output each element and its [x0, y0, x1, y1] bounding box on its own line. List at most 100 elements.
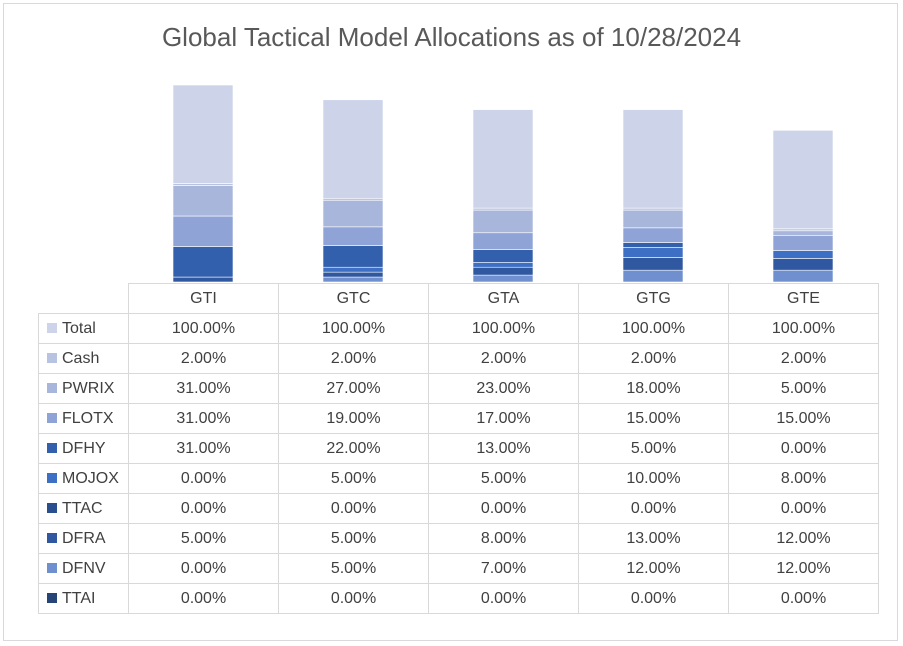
- bar-total-gte: [772, 130, 834, 230]
- table-row: FLOTX 31.00% 19.00% 17.00% 15.00% 15.00%: [38, 403, 879, 434]
- bar-flotx-gta: [472, 232, 534, 250]
- legend-swatch: [47, 352, 57, 363]
- bar-dfra-gtg: [622, 257, 684, 271]
- data-label-dfnv-gtg: 12.00%: [578, 553, 729, 584]
- bar-pwrix-gte: [772, 230, 834, 237]
- legend-swatch: [47, 412, 57, 423]
- data-label-total-gte: 100.00%: [728, 313, 879, 344]
- bar-dfnv-gtg: [622, 269, 684, 283]
- legend-swatch: [47, 502, 57, 513]
- bar-dfhy-gtg: [622, 242, 684, 248]
- bar-flotx-gti: [172, 215, 234, 247]
- data-label-total-gti: 100.00%: [128, 313, 279, 344]
- bar-mojox-gta: [472, 261, 534, 268]
- data-label-ttai-gtg: 0.00%: [578, 583, 729, 614]
- bar-dfra-gti: [172, 276, 234, 283]
- bar-dfra-gtc: [322, 271, 384, 278]
- table-row: TTAC 0.00% 0.00% 0.00% 0.00% 0.00%: [38, 493, 879, 524]
- legend-swatch: [47, 382, 57, 393]
- bar-dfra-gte: [772, 258, 834, 271]
- category-label-gte: GTE: [728, 283, 879, 314]
- bar-mojox-gtg: [622, 247, 684, 258]
- data-label-ttac-gte: 0.00%: [728, 493, 879, 524]
- category-label-gti: GTI: [128, 283, 279, 314]
- data-label-dfnv-gtc: 5.00%: [278, 553, 429, 584]
- legend-label: DFHY: [62, 439, 106, 457]
- table-row: DFHY 31.00% 22.00% 13.00% 5.00% 0.00%: [38, 433, 879, 464]
- stacked-bars: [172, 84, 834, 283]
- bar-flotx-gte: [772, 235, 834, 251]
- data-label-dfra-gti: 5.00%: [128, 523, 279, 554]
- data-label-dfhy-gtg: 5.00%: [578, 433, 729, 464]
- data-label-total-gtc: 100.00%: [278, 313, 429, 344]
- table-header-row: GTI GTC GTA GTG GTE: [38, 283, 879, 314]
- legend-entry-dfhy: DFHY: [38, 433, 129, 464]
- bar-pwrix-gtg: [622, 209, 684, 229]
- data-label-total-gta: 100.00%: [428, 313, 579, 344]
- data-table: GTI GTC GTA GTG GTE Total 100.00% 100.00% 100.0…: [38, 283, 879, 614]
- data-label-flotx-gtc: 19.00%: [278, 403, 429, 434]
- data-label-cash-gta: 2.00%: [428, 343, 579, 374]
- data-label-flotx-gta: 17.00%: [428, 403, 579, 434]
- legend-swatch: [47, 592, 57, 603]
- data-label-ttac-gtg: 0.00%: [578, 493, 729, 524]
- data-label-ttac-gta: 0.00%: [428, 493, 579, 524]
- data-label-ttac-gti: 0.00%: [128, 493, 279, 524]
- data-label-flotx-gtg: 15.00%: [578, 403, 729, 434]
- bar-flotx-gtc: [322, 226, 384, 246]
- legend-entry-dfra: DFRA: [38, 523, 129, 554]
- data-label-flotx-gte: 15.00%: [728, 403, 879, 434]
- data-label-ttai-gta: 0.00%: [428, 583, 579, 614]
- table-row: Cash 2.00% 2.00% 2.00% 2.00% 2.00%: [38, 343, 879, 374]
- data-label-ttai-gtc: 0.00%: [278, 583, 429, 614]
- bar-total-gtg: [622, 109, 684, 209]
- data-label-total-gtg: 100.00%: [578, 313, 729, 344]
- legend-label: Cash: [62, 349, 100, 367]
- data-label-pwrix-gti: 31.00%: [128, 373, 279, 404]
- legend-swatch: [47, 532, 57, 543]
- data-label-cash-gtc: 2.00%: [278, 343, 429, 374]
- data-label-dfnv-gti: 0.00%: [128, 553, 279, 584]
- bar-dfnv-gta: [472, 274, 534, 283]
- legend-entry-pwrix: PWRIX: [38, 373, 129, 404]
- legend-label: PWRIX: [62, 379, 115, 397]
- legend-entry-total: Total: [38, 313, 129, 344]
- legend-entry-ttac: TTAC: [38, 493, 129, 524]
- bar-total-gtc: [322, 99, 384, 199]
- data-label-dfhy-gta: 13.00%: [428, 433, 579, 464]
- data-label-mojox-gte: 8.00%: [728, 463, 879, 494]
- bar-total-gta: [472, 109, 534, 209]
- legend-label: DFRA: [62, 529, 106, 547]
- legend-swatch: [47, 562, 57, 573]
- bar-pwrix-gti: [172, 185, 234, 217]
- data-label-dfra-gta: 8.00%: [428, 523, 579, 554]
- table-row: DFNV 0.00% 5.00% 7.00% 12.00% 12.00%: [38, 553, 879, 584]
- data-label-dfra-gtc: 5.00%: [278, 523, 429, 554]
- data-label-mojox-gtc: 5.00%: [278, 463, 429, 494]
- data-label-dfhy-gtc: 22.00%: [278, 433, 429, 464]
- category-label-gtc: GTC: [278, 283, 429, 314]
- bar-dfhy-gti: [172, 246, 234, 278]
- category-label-gta: GTA: [428, 283, 579, 314]
- legend-entry-flotx: FLOTX: [38, 403, 129, 434]
- table-row: TTAI 0.00% 0.00% 0.00% 0.00% 0.00%: [38, 583, 879, 614]
- bar-dfhy-gtc: [322, 245, 384, 268]
- bar-total-gti: [172, 84, 234, 184]
- data-label-dfra-gtg: 13.00%: [578, 523, 729, 554]
- data-label-ttai-gti: 0.00%: [128, 583, 279, 614]
- data-label-pwrix-gtg: 18.00%: [578, 373, 729, 404]
- bar-dfnv-gte: [772, 269, 834, 283]
- data-label-pwrix-gte: 5.00%: [728, 373, 879, 404]
- data-label-dfra-gte: 12.00%: [728, 523, 879, 554]
- bar-mojox-gtc: [322, 266, 384, 273]
- data-label-flotx-gti: 31.00%: [128, 403, 279, 434]
- data-label-mojox-gtg: 10.00%: [578, 463, 729, 494]
- data-label-cash-gti: 2.00%: [128, 343, 279, 374]
- table-corner: [38, 283, 129, 314]
- legend-label: MOJOX: [62, 469, 119, 487]
- legend-label: TTAC: [62, 499, 103, 517]
- legend-entry-dfnv: DFNV: [38, 553, 129, 584]
- legend-swatch: [47, 442, 57, 453]
- legend-label: FLOTX: [62, 409, 114, 427]
- data-label-dfhy-gti: 31.00%: [128, 433, 279, 464]
